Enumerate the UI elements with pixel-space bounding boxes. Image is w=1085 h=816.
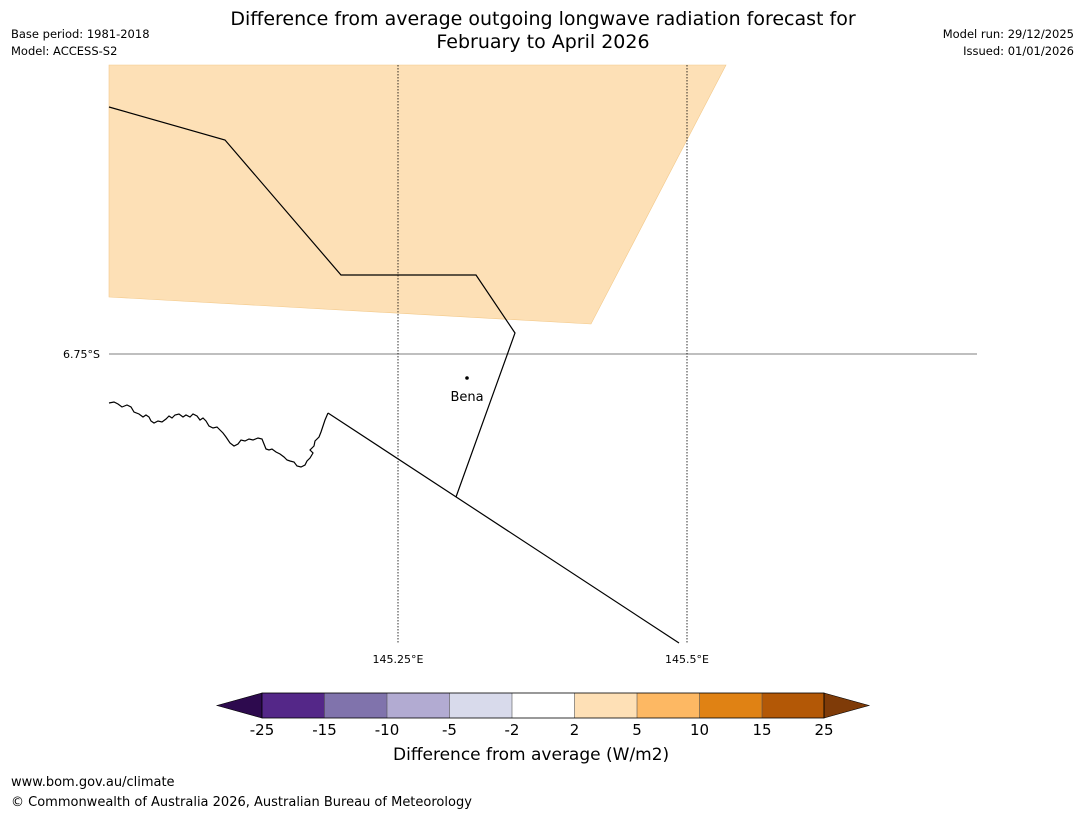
province-boundary-south	[327, 412, 680, 644]
colorbar-bin-5	[512, 693, 575, 718]
title-line-2: February to April 2026	[436, 31, 650, 53]
place-label-bena: Bena	[450, 390, 483, 405]
longitude-label-145-25: 145.25°E	[373, 653, 424, 666]
colorbar-tick-label: 10	[690, 721, 709, 739]
model-run: Model run: 29/12/2025	[942, 27, 1074, 41]
meta-left: Base period: 1981-2018 Model: ACCESS-S2	[11, 26, 150, 60]
colorbar-bin-9	[762, 693, 824, 718]
province-boundary	[108, 106, 516, 498]
colorbar-tick-label: -5	[442, 721, 457, 739]
colorbar-tick-label: 2	[570, 721, 580, 739]
colorbar-bin-1	[262, 693, 325, 718]
base-period: Base period: 1981-2018	[11, 27, 150, 41]
anomaly-region	[108, 64, 727, 325]
title-line-1: Difference from average outgoing longwav…	[230, 8, 856, 30]
colorbar-tick-label: -2	[505, 721, 520, 739]
colorbar-extend-low	[215, 692, 263, 719]
meta-right: Model run: 29/12/2025 Issued: 01/01/2026	[943, 26, 1074, 60]
latitude-label: 6.75°S	[63, 348, 100, 361]
model-name: Model: ACCESS-S2	[11, 44, 118, 58]
issued-date: Issued: 01/01/2026	[963, 44, 1074, 58]
footer-url: www.bom.gov.au/climate	[11, 775, 175, 790]
colorbar-bin-3	[387, 693, 450, 718]
colorbar-title: Difference from average (W/m2)	[393, 745, 670, 765]
place-marker-bena	[465, 376, 469, 380]
colorbar-bin-7	[637, 693, 700, 718]
longitude-label-145-5: 145.5°E	[665, 653, 709, 666]
colorbar-extend-high	[823, 692, 871, 719]
colorbar-tick-label: -10	[375, 721, 400, 739]
colorbar-tick-label: 15	[752, 721, 771, 739]
colorbar-bin-8	[699, 693, 762, 718]
colorbar-tick-label: -15	[312, 721, 337, 739]
colorbar-bin-4	[449, 693, 512, 718]
colorbar-tick-label: 25	[814, 721, 833, 739]
map-title: Difference from average outgoing longwav…	[143, 8, 943, 54]
colorbar	[215, 692, 871, 719]
colorbar-tick-label: -25	[250, 721, 275, 739]
river-coastline	[108, 401, 329, 468]
colorbar-tick-label: 5	[632, 721, 642, 739]
colorbar-bin-2	[324, 693, 387, 718]
footer-copyright: © Commonwealth of Australia 2026, Austra…	[11, 795, 472, 810]
colorbar-bin-6	[574, 693, 637, 718]
